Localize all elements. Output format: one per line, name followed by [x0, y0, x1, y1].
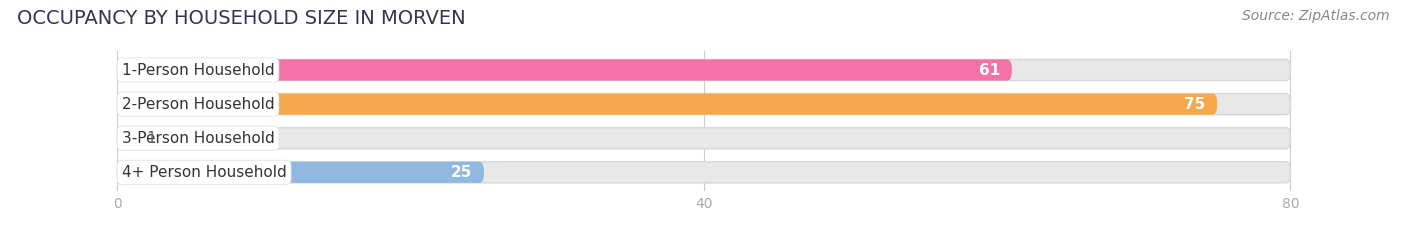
- FancyBboxPatch shape: [117, 93, 1218, 115]
- FancyBboxPatch shape: [117, 59, 1012, 81]
- Text: 75: 75: [1184, 97, 1205, 112]
- FancyBboxPatch shape: [117, 162, 1291, 183]
- Text: 1-Person Household: 1-Person Household: [122, 62, 274, 78]
- FancyBboxPatch shape: [117, 59, 1291, 81]
- FancyBboxPatch shape: [117, 93, 1291, 115]
- Text: Source: ZipAtlas.com: Source: ZipAtlas.com: [1241, 9, 1389, 23]
- Text: 3-Person Household: 3-Person Household: [122, 131, 274, 146]
- Text: 2-Person Household: 2-Person Household: [122, 97, 274, 112]
- FancyBboxPatch shape: [117, 162, 484, 183]
- FancyBboxPatch shape: [117, 128, 1291, 149]
- FancyBboxPatch shape: [117, 128, 132, 149]
- Text: 1: 1: [146, 131, 156, 146]
- Text: 61: 61: [979, 62, 1000, 78]
- Text: OCCUPANCY BY HOUSEHOLD SIZE IN MORVEN: OCCUPANCY BY HOUSEHOLD SIZE IN MORVEN: [17, 9, 465, 28]
- Text: 25: 25: [451, 165, 472, 180]
- Text: 4+ Person Household: 4+ Person Household: [122, 165, 287, 180]
